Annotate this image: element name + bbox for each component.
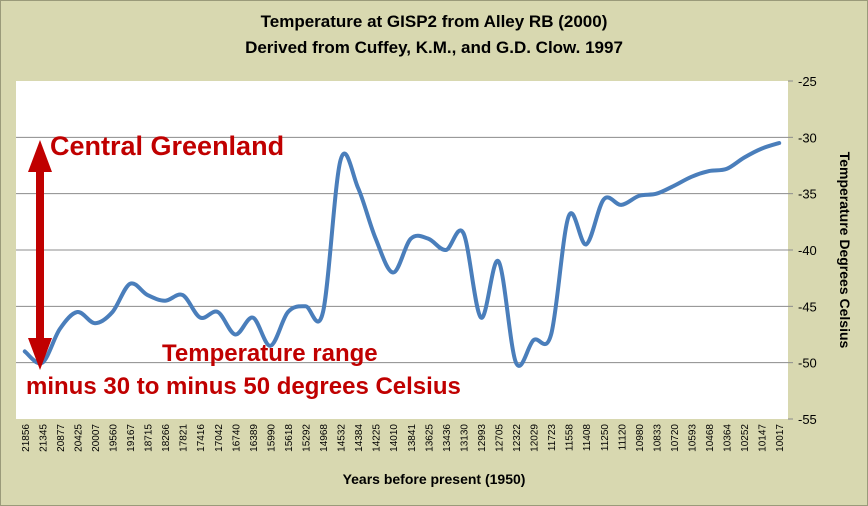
x-tick-label: 12993 — [477, 424, 488, 452]
x-axis-label: Years before present (1950) — [342, 471, 526, 487]
x-tick-label: 20877 — [56, 424, 67, 452]
x-tick-label: 10468 — [705, 424, 716, 452]
x-tick-label: 16740 — [231, 424, 242, 452]
x-tick-label: 15618 — [284, 424, 295, 452]
x-tick-label: 10364 — [723, 424, 734, 452]
x-tick-label: 19167 — [126, 424, 137, 452]
x-tick-label: 12705 — [495, 424, 506, 452]
x-tick-label: 12029 — [530, 424, 541, 452]
x-tick-label: 10720 — [670, 424, 681, 452]
x-tick-label: 16389 — [249, 424, 260, 452]
x-tick-label: 10252 — [740, 424, 751, 452]
x-tick-label: 10147 — [758, 424, 769, 452]
x-tick-label: 17042 — [214, 424, 225, 452]
x-tick-label: 14532 — [337, 424, 348, 452]
x-tick-label: 14968 — [319, 424, 330, 452]
x-tick-label: 14384 — [354, 424, 365, 452]
y-tick-label: -45 — [798, 299, 817, 314]
x-tick-label: 14010 — [389, 424, 400, 452]
annotation-central-greenland: Central Greenland — [50, 131, 285, 161]
x-tick-label: 20425 — [73, 424, 84, 452]
x-tick-label: 11408 — [582, 424, 593, 452]
x-tick-label: 18715 — [144, 424, 155, 452]
range-arrow — [28, 140, 52, 370]
x-tick-label: 18266 — [161, 424, 172, 452]
x-tick-label: 13130 — [459, 424, 470, 452]
chart-title: Temperature at GISP2 from Alley RB (2000… — [260, 12, 608, 31]
x-tick-label: 10980 — [635, 424, 646, 452]
x-tick-label: 20007 — [91, 424, 102, 452]
x-tick-label: 12322 — [512, 424, 523, 452]
x-tick-label: 17821 — [179, 424, 190, 452]
x-tick-label: 10833 — [652, 424, 663, 452]
y-tick-label: -40 — [798, 243, 817, 258]
x-tick-label: 11558 — [565, 424, 576, 452]
x-tick-label: 15292 — [302, 424, 313, 452]
y-tick-label: -30 — [798, 130, 817, 145]
x-tick-label: 13436 — [442, 424, 453, 452]
y-tick-label: -35 — [798, 187, 817, 202]
x-tick-label: 21345 — [38, 424, 49, 452]
x-tick-label: 10593 — [688, 424, 699, 452]
chart-subtitle: Derived from Cuffey, K.M., and G.D. Clow… — [245, 38, 623, 57]
x-tick-label: 10017 — [775, 424, 786, 452]
temperature-series-line — [22, 141, 782, 368]
annotation-temperature-range: Temperature range — [162, 340, 378, 367]
x-tick-label: 17416 — [196, 424, 207, 452]
x-tick-label: 19560 — [109, 424, 120, 452]
y-tick-label: -55 — [798, 412, 817, 427]
y-tick-label: -25 — [798, 74, 817, 89]
y-axis-label: Temperature Degrees Celsius — [837, 151, 853, 349]
x-tick-label: 14225 — [372, 424, 383, 452]
x-tick-label: 15990 — [266, 424, 277, 452]
x-tick-label: 13625 — [424, 424, 435, 452]
y-tick-label: -50 — [798, 356, 817, 371]
x-tick-label: 21856 — [21, 424, 32, 452]
x-tick-label: 11120 — [617, 424, 628, 451]
annotation-range-values: minus 30 to minus 50 degrees Celsius — [26, 373, 461, 400]
x-tick-label: 11723 — [547, 424, 558, 452]
x-tick-label: 13841 — [407, 424, 418, 452]
x-tick-label: 11250 — [600, 424, 611, 452]
